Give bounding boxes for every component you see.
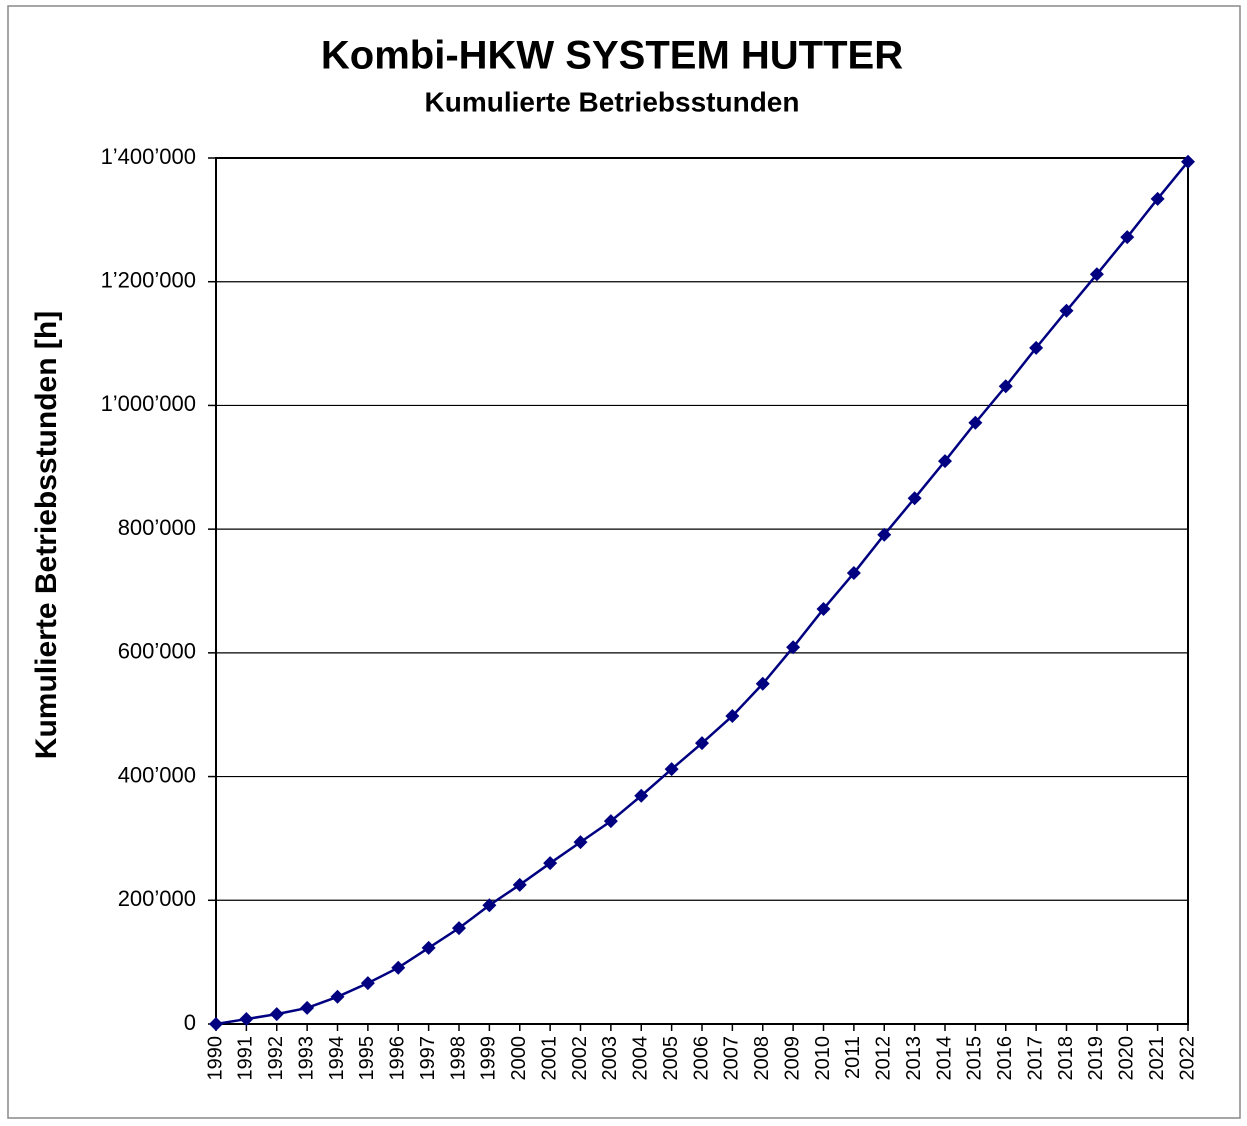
data-point [239, 1012, 254, 1027]
y-tick-label: 0 [184, 1010, 196, 1035]
data-point [269, 1007, 284, 1022]
data-point [360, 976, 375, 991]
data-point [1059, 303, 1074, 318]
y-tick-label: 1’000’000 [101, 391, 196, 416]
y-axis-title: Kumulierte Betriebsstunden [h] [30, 311, 63, 759]
data-point [664, 762, 679, 777]
data-point [300, 1000, 315, 1015]
data-point [938, 454, 952, 469]
data-point [877, 527, 892, 542]
chart-title: Kombi-HKW SYSTEM HUTTER [321, 34, 903, 78]
data-point [1181, 154, 1195, 169]
x-tick-label: 1996 [387, 1036, 409, 1081]
x-tick-label: 2008 [751, 1036, 773, 1081]
data-point [452, 921, 466, 936]
x-tick-label: 1998 [447, 1036, 469, 1081]
data-point [512, 877, 527, 892]
x-tick-label: 2019 [1085, 1036, 1107, 1081]
data-point [421, 940, 436, 955]
x-tick-label: 2021 [1146, 1036, 1168, 1081]
x-tick-label: 2002 [569, 1036, 591, 1081]
y-tick-label: 200’000 [118, 886, 196, 911]
data-point [603, 814, 618, 829]
chart-frame [7, 5, 1241, 1119]
data-point [1029, 340, 1044, 355]
x-tick-label: 2016 [994, 1036, 1016, 1081]
x-tick-label: 2001 [538, 1036, 560, 1081]
x-tick-label: 2006 [690, 1036, 712, 1081]
data-point [846, 566, 861, 581]
data-point [391, 960, 406, 975]
data-point [634, 788, 649, 803]
data-point [543, 856, 558, 871]
y-tick-label: 800’000 [118, 515, 196, 540]
data-point [209, 1017, 223, 1031]
data-point [1120, 230, 1135, 245]
data-point [786, 640, 801, 655]
x-tick-label: 2011 [842, 1036, 864, 1079]
data-point [573, 835, 588, 850]
data-point [755, 676, 770, 691]
x-tick-label: 1999 [478, 1036, 500, 1081]
x-tick-label: 1993 [295, 1036, 317, 1081]
data-point [1089, 267, 1104, 282]
x-tick-label: 2003 [599, 1036, 621, 1081]
data-point [1150, 191, 1165, 206]
x-tick-label: 2005 [660, 1036, 682, 1081]
x-tick-label: 1992 [265, 1036, 287, 1081]
x-tick-label: 2007 [721, 1036, 743, 1081]
data-point [816, 601, 831, 616]
data-point [482, 898, 497, 913]
x-tick-label: 1997 [417, 1036, 439, 1081]
x-tick-label: 2013 [903, 1036, 925, 1081]
data-point [998, 379, 1013, 394]
data-point [330, 989, 345, 1004]
x-tick-label: 1995 [356, 1036, 378, 1081]
y-tick-label: 600’000 [118, 639, 196, 664]
x-tick-label: 2010 [812, 1036, 834, 1081]
chart-subtitle: Kumulierte Betriebsstunden [425, 86, 800, 117]
data-point [907, 491, 922, 506]
x-tick-label: 2000 [508, 1036, 530, 1081]
y-tick-label: 1’200’000 [101, 268, 196, 293]
x-tick-label: 2018 [1055, 1036, 1077, 1081]
x-tick-label: 1991 [235, 1036, 257, 1081]
x-tick-label: 2015 [964, 1036, 986, 1081]
x-tick-label: 2017 [1024, 1036, 1046, 1081]
x-tick-label: 2022 [1176, 1036, 1198, 1081]
data-point [968, 415, 983, 430]
data-point [695, 736, 709, 751]
x-tick-label: 1994 [326, 1036, 348, 1081]
x-tick-label: 2020 [1116, 1036, 1138, 1081]
x-tick-label: 2009 [781, 1036, 803, 1081]
x-tick-label: 1990 [204, 1036, 226, 1081]
y-tick-label: 400’000 [118, 762, 196, 787]
y-tick-label: 1’400’000 [101, 144, 196, 169]
x-tick-label: 2012 [873, 1036, 895, 1081]
x-tick-label: 2014 [933, 1036, 955, 1081]
data-point [725, 708, 740, 723]
x-tick-label: 2004 [630, 1036, 652, 1081]
